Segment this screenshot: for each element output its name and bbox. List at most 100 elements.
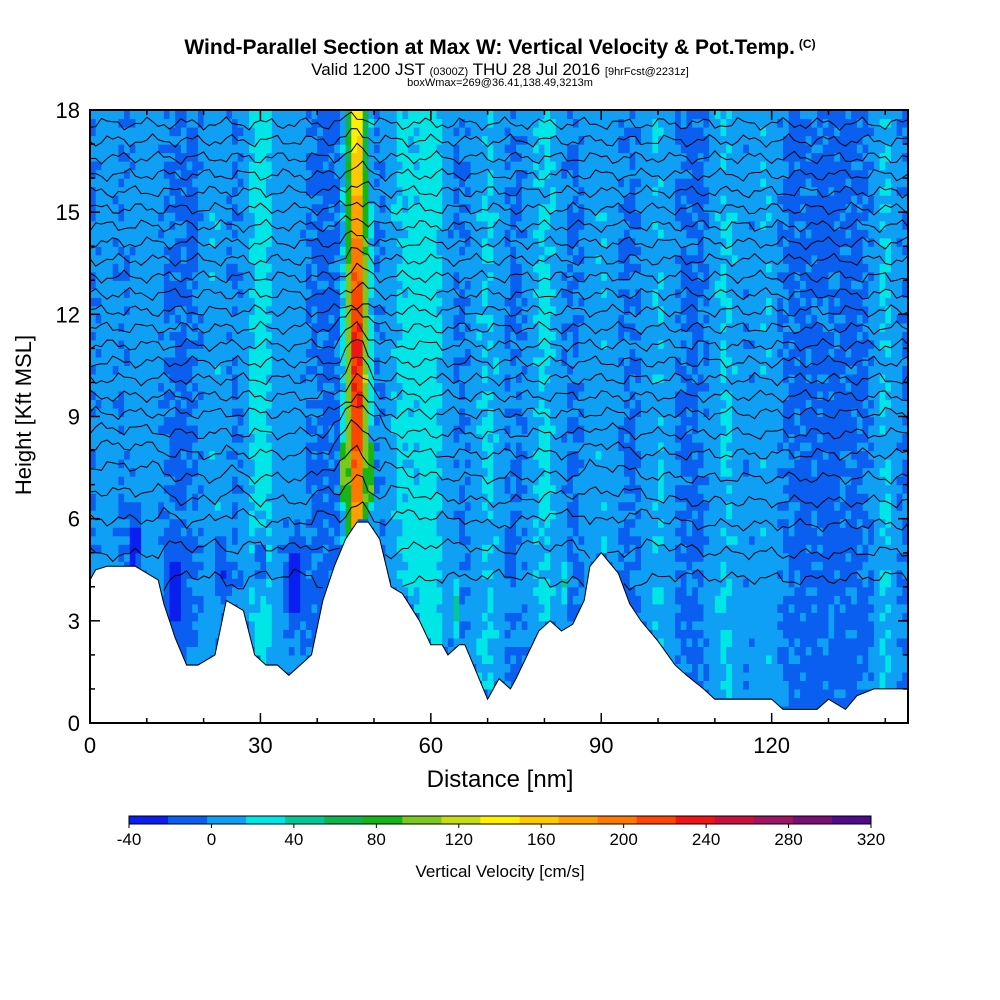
velocity-cell bbox=[322, 178, 330, 188]
velocity-cell bbox=[118, 169, 125, 179]
velocity-cell bbox=[180, 459, 188, 469]
velocity-cell bbox=[379, 467, 386, 477]
velocity-cell bbox=[385, 535, 392, 545]
velocity-cell bbox=[555, 263, 563, 273]
velocity-cell bbox=[180, 186, 188, 196]
velocity-cell bbox=[391, 314, 398, 324]
velocity-cell bbox=[402, 305, 409, 315]
velocity-cell bbox=[555, 356, 563, 367]
velocity-cell bbox=[203, 178, 210, 188]
velocity-cell bbox=[254, 569, 262, 579]
velocity-cell bbox=[249, 127, 256, 137]
velocity-cell bbox=[334, 493, 341, 503]
velocity-cell bbox=[266, 297, 273, 307]
velocity-cell bbox=[385, 229, 392, 239]
velocity-cell bbox=[544, 229, 551, 239]
velocity-cell bbox=[311, 629, 318, 639]
velocity-cell bbox=[243, 118, 250, 128]
velocity-cell bbox=[249, 305, 256, 315]
velocity-cell bbox=[129, 135, 137, 145]
velocity-cell bbox=[447, 459, 455, 469]
velocity-cell bbox=[487, 135, 494, 145]
velocity-cell bbox=[214, 110, 222, 120]
velocity-cell bbox=[192, 297, 199, 307]
velocity-cell bbox=[339, 416, 347, 426]
velocity-cell bbox=[175, 416, 182, 426]
velocity-cell bbox=[521, 629, 528, 639]
velocity-cell bbox=[158, 561, 165, 571]
velocity-cell bbox=[521, 373, 528, 384]
velocity-cell bbox=[419, 390, 426, 401]
velocity-cell bbox=[266, 390, 273, 401]
velocity-cell bbox=[288, 348, 296, 358]
velocity-cell bbox=[481, 595, 489, 605]
velocity-cell bbox=[305, 459, 313, 469]
velocity-cell bbox=[538, 186, 546, 196]
velocity-cell bbox=[186, 186, 193, 196]
velocity-cell bbox=[527, 212, 534, 222]
velocity-cell bbox=[135, 169, 142, 179]
velocity-cell bbox=[220, 416, 227, 426]
velocity-cell bbox=[243, 467, 250, 477]
velocity-cell bbox=[419, 280, 426, 290]
velocity-cell bbox=[368, 518, 375, 528]
velocity-cell bbox=[470, 603, 477, 613]
velocity-cell bbox=[101, 271, 108, 281]
velocity-cell bbox=[277, 578, 284, 588]
velocity-cell bbox=[453, 246, 460, 256]
velocity-cell bbox=[266, 518, 273, 528]
velocity-cell bbox=[476, 195, 483, 205]
velocity-cell bbox=[430, 535, 438, 545]
velocity-cell bbox=[300, 144, 307, 154]
velocity-cell bbox=[527, 612, 534, 622]
velocity-cell bbox=[311, 314, 318, 324]
velocity-cell bbox=[374, 314, 381, 324]
velocity-cell bbox=[408, 280, 415, 290]
velocity-cell bbox=[442, 305, 449, 315]
velocity-cell bbox=[186, 476, 193, 486]
velocity-cell bbox=[379, 484, 386, 494]
velocity-cell bbox=[527, 373, 534, 384]
velocity-cell bbox=[322, 527, 330, 537]
velocity-cell bbox=[368, 425, 375, 435]
velocity-cell bbox=[277, 620, 284, 630]
velocity-cell bbox=[447, 527, 455, 537]
velocity-cell bbox=[379, 390, 386, 401]
velocity-cell bbox=[300, 637, 307, 647]
velocity-cell bbox=[288, 416, 296, 426]
velocity-cell bbox=[493, 476, 500, 486]
velocity-cell bbox=[470, 586, 477, 596]
velocity-cell bbox=[107, 220, 114, 230]
velocity-cell bbox=[266, 467, 273, 477]
velocity-cell bbox=[152, 348, 159, 358]
velocity-cell bbox=[442, 603, 449, 613]
velocity-cell bbox=[266, 144, 273, 154]
velocity-cell bbox=[129, 220, 137, 230]
velocity-cell bbox=[254, 161, 262, 171]
velocity-cell bbox=[311, 552, 318, 562]
velocity-cell bbox=[408, 297, 415, 307]
copyright-mark: (C) bbox=[798, 37, 816, 51]
velocity-cell bbox=[124, 254, 131, 264]
velocity-cell bbox=[521, 510, 528, 520]
velocity-cell bbox=[124, 561, 131, 571]
velocity-cell bbox=[175, 569, 182, 579]
velocity-cell bbox=[169, 161, 176, 171]
velocity-cell bbox=[118, 152, 125, 162]
velocity-cell bbox=[146, 467, 154, 477]
velocity-cell bbox=[339, 348, 347, 358]
velocity-cell bbox=[391, 297, 398, 307]
velocity-cell bbox=[447, 348, 455, 358]
velocity-cell bbox=[317, 586, 324, 596]
velocity-cell bbox=[129, 152, 137, 162]
velocity-cell bbox=[277, 399, 284, 409]
velocity-cell bbox=[487, 433, 494, 443]
velocity-cell bbox=[209, 178, 216, 188]
velocity-cell bbox=[192, 178, 199, 188]
velocity-cell bbox=[374, 110, 381, 120]
velocity-cell bbox=[396, 152, 404, 162]
velocity-cell bbox=[141, 152, 148, 162]
velocity-cell bbox=[533, 390, 540, 401]
velocity-cell bbox=[385, 195, 392, 205]
velocity-cell bbox=[436, 407, 443, 418]
